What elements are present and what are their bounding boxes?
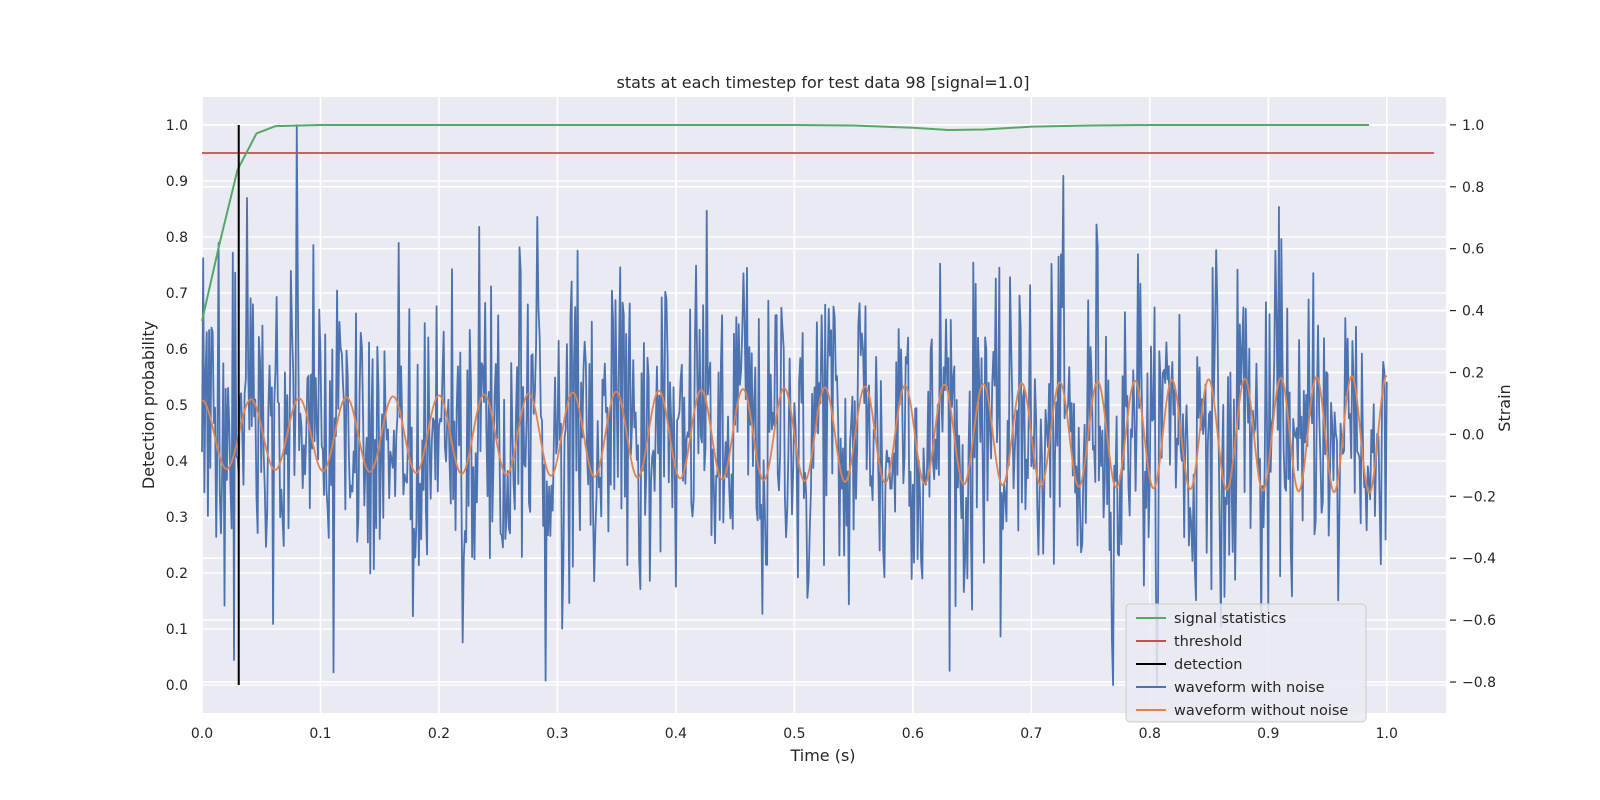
x-tick-label: 1.0: [1376, 726, 1398, 742]
x-tick-label: 0.1: [309, 726, 331, 742]
y-tick-label: 1.0: [166, 118, 188, 134]
legend-label: waveform with noise: [1174, 680, 1325, 696]
y2-tick-label: −0.2: [1462, 489, 1496, 505]
y2-tick-label: 0.4: [1462, 304, 1484, 320]
series-waveform-with-noise: [201, 124, 1388, 687]
y2-axis-label: Strain: [1495, 384, 1514, 431]
y-tick-label: 0.0: [166, 678, 188, 694]
legend-box: [1125, 603, 1367, 723]
y-tick-label: 0.1: [166, 622, 188, 638]
y2-tick-label: 1.0: [1462, 118, 1484, 134]
y2-tick-label: 0.6: [1462, 242, 1484, 258]
y2-tick-label: −0.8: [1462, 675, 1496, 691]
series-waveform-without-noise: [201, 374, 1388, 494]
y-tick-label: 0.5: [166, 398, 188, 414]
legend: signal statistics threshold detection wavef…: [1125, 603, 1367, 723]
y2-tick-label: 0.0: [1462, 427, 1484, 443]
series-signal-statistics: [201, 124, 1369, 322]
x-tick-label: 0.9: [1257, 726, 1279, 742]
y-tick-label: 0.8: [166, 230, 188, 246]
y-axis-label: Detection probability: [139, 321, 158, 489]
y-tick-label: 0.3: [166, 510, 188, 526]
legend-label: threshold: [1174, 634, 1242, 650]
x-axis-ticks: 0.0 0.1 0.2 0.3 0.4 0.5 0.6 0.7 0.8 0.9 1.0: [191, 726, 1398, 742]
x-tick-label: 0.5: [783, 726, 805, 742]
x-tick-label: 0.8: [1139, 726, 1161, 742]
y2-tick-label: −0.6: [1462, 613, 1496, 629]
y2-tick-label: −0.4: [1462, 551, 1496, 567]
chart-title: stats at each timestep for test data 98 …: [617, 73, 1030, 92]
legend-label: signal statistics: [1174, 611, 1286, 627]
y-tick-label: 0.9: [166, 174, 188, 190]
y-tick-label: 0.7: [166, 286, 188, 302]
y-tick-label: 0.6: [166, 342, 188, 358]
x-tick-label: 0.3: [546, 726, 568, 742]
x-tick-label: 0.2: [428, 726, 450, 742]
x-tick-label: 0.4: [665, 726, 687, 742]
y-tick-label: 0.4: [166, 454, 188, 470]
y2-axis-ticks: −0.8 −0.6 −0.4 −0.2 0.0 0.2 0.4 0.6 0.8 1.0: [1450, 118, 1496, 691]
x-tick-label: 0.0: [191, 726, 213, 742]
y2-tick-label: 0.2: [1462, 365, 1484, 381]
x-axis-label: Time (s): [789, 746, 855, 765]
legend-label: waveform without noise: [1174, 703, 1348, 719]
y-axis-ticks: 0.0 0.1 0.2 0.3 0.4 0.5 0.6 0.7 0.8 0.9 1.0: [166, 118, 188, 694]
legend-label: detection: [1174, 657, 1242, 673]
y-tick-label: 0.2: [166, 566, 188, 582]
x-tick-label: 0.6: [902, 726, 924, 742]
series-layer: [201, 124, 1435, 687]
x-tick-label: 0.7: [1020, 726, 1042, 742]
y2-tick-label: 0.8: [1462, 180, 1484, 196]
